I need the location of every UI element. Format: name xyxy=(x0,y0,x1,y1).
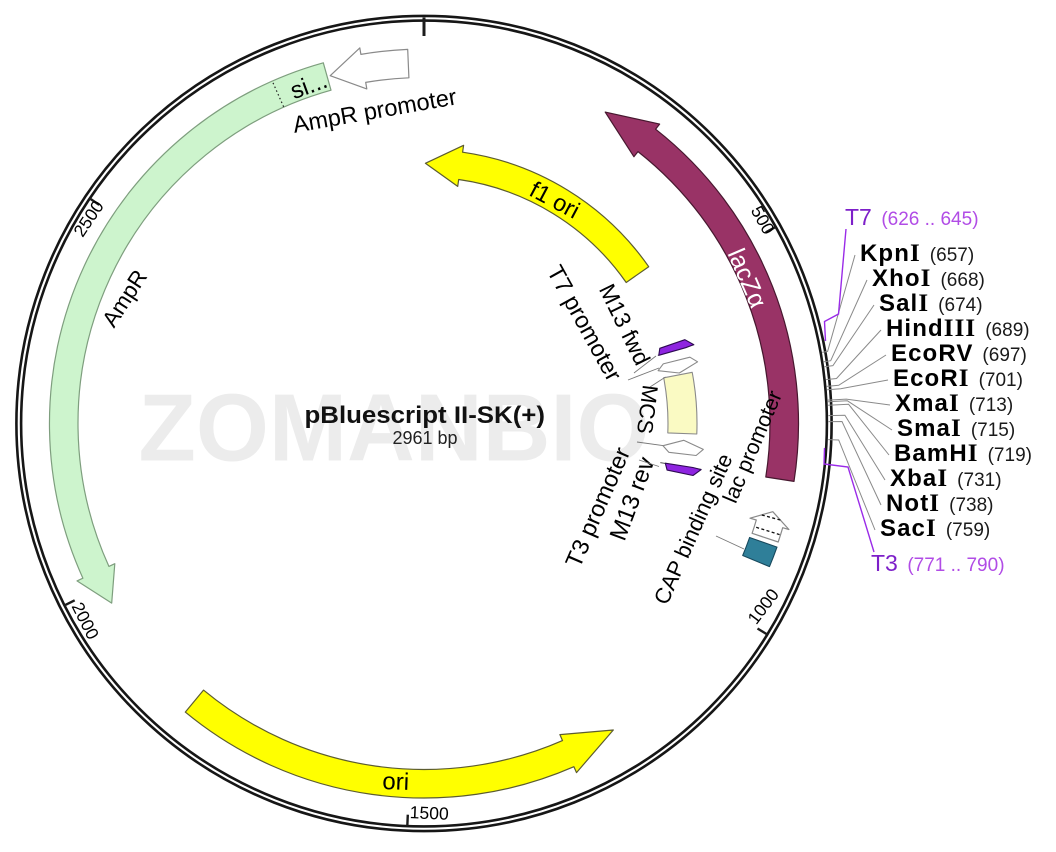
svg-text:XmaI(713): XmaI (713) xyxy=(895,390,1013,417)
svg-text:ori: ori xyxy=(382,768,410,796)
svg-text:KpnI(657): KpnI (657) xyxy=(860,240,974,267)
svg-text:BamHI(719): BamHI (719) xyxy=(894,440,1032,467)
svg-text:SacI(759): SacI (759) xyxy=(880,515,990,542)
svg-text:T7(626 .. 645): T7 (626 .. 645) xyxy=(845,204,979,230)
svg-text:1500: 1500 xyxy=(409,802,449,824)
svg-text:MCS: MCS xyxy=(632,384,663,436)
svg-text:EcoRV(697): EcoRV (697) xyxy=(891,340,1027,367)
svg-text:XbaI(731): XbaI (731) xyxy=(890,465,1002,492)
svg-text:2961 bp: 2961 bp xyxy=(392,428,457,448)
svg-text:HindIII(689): HindIII (689) xyxy=(886,315,1030,342)
svg-text:NotI(738): NotI (738) xyxy=(886,490,994,517)
svg-text:SmaI(715): SmaI (715) xyxy=(897,415,1015,442)
svg-text:XhoI(668): XhoI (668) xyxy=(872,265,985,292)
svg-text:T3(771 .. 790): T3 (771 .. 790) xyxy=(871,550,1005,576)
svg-text:EcoRI(701): EcoRI (701) xyxy=(893,365,1023,392)
svg-text:ZOMANBIO: ZOMANBIO xyxy=(139,375,650,482)
svg-text:pBluescript II-SK(+): pBluescript II-SK(+) xyxy=(305,402,546,429)
